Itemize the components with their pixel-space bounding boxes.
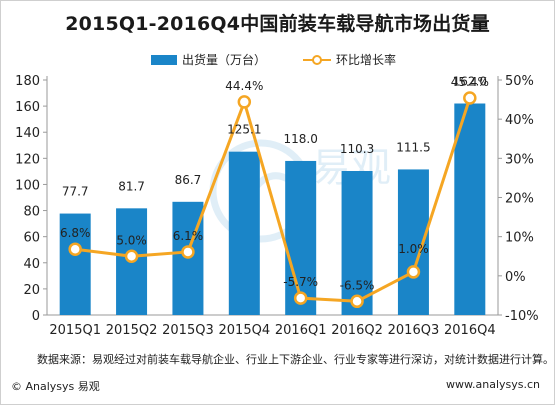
growth-rate-line (75, 97, 472, 303)
legend-bar-swatch (151, 54, 177, 65)
y-left-tick-label: 120 (15, 152, 40, 167)
growth-rate-label: 1.0% (398, 242, 429, 256)
growth-rate-label: 44.4% (225, 79, 263, 93)
growth-rate-point (237, 95, 252, 109)
y-left-tick-label: 0 (32, 309, 40, 324)
source-footnote: 数据来源：易观经过对前装车载导航企业、行业上下游企业、行业专家等进行深访，对统计… (37, 353, 554, 366)
bar-value-label: 110.3 (340, 142, 374, 156)
growth-rate-point (181, 245, 195, 259)
bar-value-label: 111.5 (396, 140, 430, 154)
website-text: www.analysys.cn (446, 378, 540, 391)
growth-rate-point (463, 91, 477, 105)
y-left-tick-label: 60 (23, 231, 40, 246)
x-tick-label: 2016Q3 (388, 323, 440, 338)
legend-line-swatch (303, 54, 331, 65)
legend: 出货量（万台） 环比增长率 (1, 51, 554, 67)
bar-value-label: 125.1 (227, 123, 261, 137)
bar-value-label: 77.7 (62, 185, 89, 199)
legend-bar-label: 出货量（万台） (182, 53, 267, 67)
y-right-tick-label: -10% (505, 309, 539, 324)
growth-rate-point (350, 294, 364, 309)
x-tick-label: 2015Q2 (106, 323, 158, 338)
bars-layer (59, 103, 486, 315)
y-left-tick-label: 140 (15, 126, 40, 141)
growth-rate-label: 45.4% (451, 75, 489, 89)
line-layer (68, 91, 477, 309)
growth-rate-point (124, 249, 139, 263)
chart-title: 2015Q1-2016Q4中国前装车载导航市场出货量 (65, 13, 490, 35)
copyright-text: © Analysys 易观 (11, 380, 100, 393)
x-tick-label: 2016Q2 (331, 323, 383, 338)
y-right-tick-label: 40% (505, 113, 534, 128)
x-tick-label: 2016Q4 (444, 323, 496, 338)
growth-rate-point (68, 242, 82, 256)
x-tick-label: 2016Q1 (275, 323, 327, 338)
y-left-tick-label: 180 (15, 74, 40, 89)
bar (59, 213, 91, 315)
growth-rate-point (406, 265, 421, 279)
axes-layer: 0 20 40 60 80 100 120 140 160 180 -10% 0% 10% 20% 30% 4… (15, 74, 538, 338)
x-tick-label: 2015Q3 (162, 323, 214, 338)
labels-layer: 77.7 81.7 86.7 125.1 118.0 110.3 111.5 162.0 6.8… (60, 75, 489, 293)
bar (341, 170, 373, 315)
y-left-tick-label: 100 (15, 178, 40, 193)
legend-item-shipments: 出货量（万台） (151, 51, 266, 68)
growth-rate-label: 6.8% (60, 226, 91, 240)
growth-rate-point (293, 291, 308, 305)
y-right-tick-label: 50% (505, 74, 534, 89)
bar (285, 160, 317, 315)
bar (454, 103, 486, 315)
y-left-tick-label: 40 (23, 257, 40, 272)
bar-value-label: 81.7 (118, 179, 145, 193)
bar-value-label: 86.7 (175, 173, 202, 187)
y-right-tick-label: 0% (505, 270, 526, 285)
y-left-tick-label: 160 (15, 100, 40, 115)
x-tick-label: 2015Q1 (49, 323, 101, 338)
growth-rate-label: 6.1% (173, 229, 204, 243)
legend-item-growth-rate: 环比增长率 (303, 51, 396, 68)
y-right-tick-label: 30% (505, 152, 534, 167)
y-left-tick-label: 80 (23, 205, 40, 220)
growth-rate-label: -5.7% (283, 275, 318, 289)
x-tick-label: 2015Q4 (219, 323, 271, 338)
bar (228, 151, 260, 315)
legend-line-label: 环比增长率 (336, 53, 397, 67)
bar-value-label: 118.0 (284, 132, 318, 146)
y-right-tick-label: 20% (505, 192, 534, 207)
bar-value-label: 162.0 (453, 75, 487, 89)
growth-rate-label: 5.0% (116, 233, 147, 247)
y-right-tick-label: 10% (505, 231, 534, 246)
growth-rate-label: -6.5% (340, 278, 375, 292)
y-left-tick-label: 20 (23, 283, 40, 298)
